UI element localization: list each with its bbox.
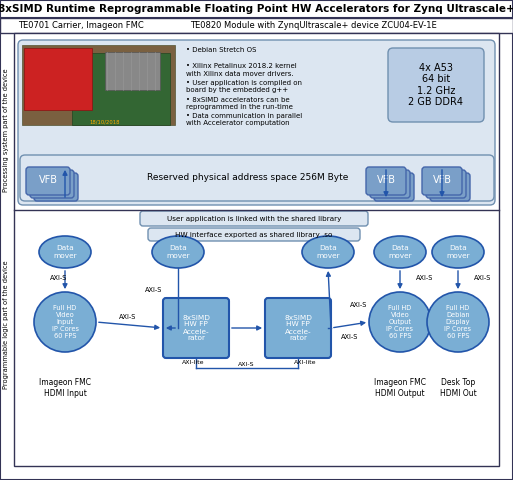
FancyBboxPatch shape — [148, 228, 360, 241]
Ellipse shape — [369, 292, 431, 352]
FancyBboxPatch shape — [163, 298, 229, 358]
Text: AXI-S: AXI-S — [120, 314, 136, 320]
FancyBboxPatch shape — [0, 0, 513, 18]
Text: • User application is compiled on
board by the embedded g++: • User application is compiled on board … — [186, 80, 302, 93]
Text: VFB: VFB — [38, 175, 57, 185]
FancyBboxPatch shape — [140, 211, 368, 226]
FancyBboxPatch shape — [0, 18, 513, 480]
Text: Data
mover: Data mover — [388, 245, 412, 259]
Ellipse shape — [34, 292, 96, 352]
Text: 8xSIMD
HW FP
Accele-
rator: 8xSIMD HW FP Accele- rator — [284, 314, 312, 341]
FancyBboxPatch shape — [20, 155, 494, 201]
Text: Full HD
Video
Input
IP Cores
60 FPS: Full HD Video Input IP Cores 60 FPS — [51, 305, 78, 339]
Text: Processing system part of the device: Processing system part of the device — [3, 68, 9, 192]
Text: Data
mover: Data mover — [316, 245, 340, 259]
Text: Data
mover: Data mover — [166, 245, 190, 259]
Text: Imageon FMC
HDMI Output: Imageon FMC HDMI Output — [374, 378, 426, 398]
Text: AXI-S: AXI-S — [50, 275, 67, 281]
FancyBboxPatch shape — [388, 48, 484, 122]
FancyBboxPatch shape — [26, 167, 70, 195]
Text: VFB: VFB — [432, 175, 451, 185]
Text: AXI-S: AXI-S — [474, 275, 491, 281]
Text: AXI-lite: AXI-lite — [182, 360, 204, 364]
FancyBboxPatch shape — [430, 173, 470, 201]
Text: Desk Top
HDMI Out: Desk Top HDMI Out — [440, 378, 477, 398]
FancyBboxPatch shape — [22, 45, 175, 125]
Text: AXI-S: AXI-S — [238, 362, 254, 368]
Text: • Debian Stretch OS: • Debian Stretch OS — [186, 47, 256, 53]
Ellipse shape — [39, 236, 91, 268]
Ellipse shape — [374, 236, 426, 268]
Text: 8xSIMD
HW FP
Accele-
rator: 8xSIMD HW FP Accele- rator — [182, 314, 210, 341]
Text: Imageon FMC
HDMI Input: Imageon FMC HDMI Input — [39, 378, 91, 398]
Text: HW interface exported as shared library .so: HW interface exported as shared library … — [175, 231, 333, 238]
FancyBboxPatch shape — [366, 167, 406, 195]
Text: Programmable logic part of the device: Programmable logic part of the device — [3, 261, 9, 389]
Text: Data
mover: Data mover — [53, 245, 77, 259]
Text: • Xilinx Petalinux 2018.2 kernel
with Xilinx data mover drivers.: • Xilinx Petalinux 2018.2 kernel with Xi… — [186, 63, 297, 76]
FancyBboxPatch shape — [426, 170, 466, 198]
Text: AXI-S: AXI-S — [416, 275, 433, 281]
Text: Full HD
Video
Output
IP Cores
60 FPS: Full HD Video Output IP Cores 60 FPS — [386, 305, 413, 339]
Text: TE0820 Module with ZynqUltrascale+ device ZCU04-EV-1E: TE0820 Module with ZynqUltrascale+ devic… — [190, 22, 437, 31]
Text: Data
mover: Data mover — [446, 245, 470, 259]
Ellipse shape — [302, 236, 354, 268]
Text: AXI-S: AXI-S — [350, 302, 367, 308]
Text: AXI-S: AXI-S — [145, 287, 162, 293]
Text: Full HD
Debian
Display
IP Cores
60 FPS: Full HD Debian Display IP Cores 60 FPS — [444, 305, 471, 339]
FancyBboxPatch shape — [0, 18, 513, 33]
Text: • Data communication in parallel
with Accelerator computation: • Data communication in parallel with Ac… — [186, 113, 302, 126]
FancyBboxPatch shape — [105, 52, 160, 90]
Text: Reserved physical address space 256M Byte: Reserved physical address space 256M Byt… — [147, 173, 349, 182]
Ellipse shape — [152, 236, 204, 268]
FancyBboxPatch shape — [34, 173, 78, 201]
FancyBboxPatch shape — [370, 170, 410, 198]
Text: AXI-S: AXI-S — [341, 334, 359, 340]
Text: 18/10/2018: 18/10/2018 — [90, 120, 120, 124]
Ellipse shape — [432, 236, 484, 268]
FancyBboxPatch shape — [72, 53, 170, 125]
Text: 8xSIMD Runtime Reprogrammable Floating Point HW Accelerators for Zynq Ultrascale: 8xSIMD Runtime Reprogrammable Floating P… — [0, 4, 513, 14]
Ellipse shape — [427, 292, 489, 352]
Text: VFB: VFB — [377, 175, 396, 185]
FancyBboxPatch shape — [374, 173, 414, 201]
Text: • 8xSIMD accelerators can be
reprogrammed in the run-time: • 8xSIMD accelerators can be reprogramme… — [186, 96, 293, 109]
Text: AXI-lite: AXI-lite — [294, 360, 316, 364]
FancyBboxPatch shape — [422, 167, 462, 195]
FancyBboxPatch shape — [30, 170, 74, 198]
Text: 4x A53
64 bit
1.2 GHz
2 GB DDR4: 4x A53 64 bit 1.2 GHz 2 GB DDR4 — [408, 62, 464, 108]
FancyBboxPatch shape — [18, 40, 495, 205]
Text: TE0701 Carrier, Imageon FMC: TE0701 Carrier, Imageon FMC — [18, 22, 144, 31]
FancyBboxPatch shape — [24, 48, 92, 110]
Text: User application is linked with the shared library: User application is linked with the shar… — [167, 216, 341, 221]
FancyBboxPatch shape — [14, 33, 499, 466]
FancyBboxPatch shape — [265, 298, 331, 358]
